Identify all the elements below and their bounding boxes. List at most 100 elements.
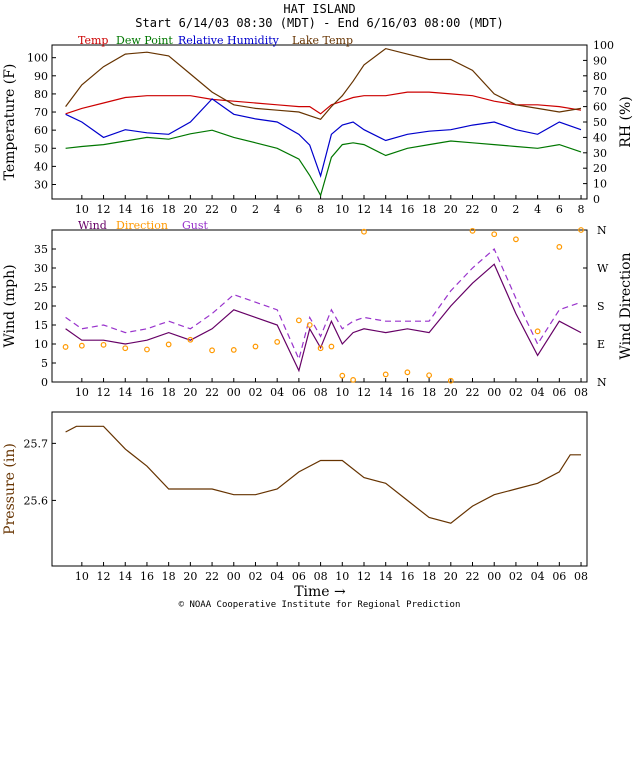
pressure-time-tick-label: 12 bbox=[97, 570, 111, 583]
temp-time-tick-label: 22 bbox=[205, 203, 219, 216]
wind-time-tick-label: 06 bbox=[552, 386, 566, 399]
temp-time-tick-label: 22 bbox=[466, 203, 480, 216]
temp-time-tick-label: 16 bbox=[400, 203, 414, 216]
temp-axis-label: 60 bbox=[34, 124, 48, 137]
direction-axis-label: W bbox=[597, 262, 609, 275]
direction-point bbox=[317, 345, 324, 352]
temp-time-tick-label: 14 bbox=[379, 203, 393, 216]
temp-axis-label: 40 bbox=[34, 160, 48, 173]
wind-axis-label: 35 bbox=[34, 243, 48, 256]
temp-time-tick-label: 16 bbox=[140, 203, 154, 216]
time-axis-title: Time → bbox=[294, 584, 346, 600]
direction-point bbox=[122, 345, 129, 352]
wind-time-tick-label: 04 bbox=[531, 386, 545, 399]
temp-axis-label: 50 bbox=[34, 142, 48, 155]
wind-time-tick-label: 10 bbox=[75, 386, 89, 399]
rh-axis-label: 70 bbox=[593, 85, 607, 98]
temp-time-tick-label: 0 bbox=[491, 203, 498, 216]
temp-time-tick-label: 2 bbox=[252, 203, 259, 216]
direction-point bbox=[187, 336, 194, 343]
legend-wind: Wind bbox=[78, 219, 107, 232]
pressure-time-tick-label: 08 bbox=[574, 570, 588, 583]
wind-axis-label: 10 bbox=[34, 338, 48, 351]
direction-point bbox=[578, 227, 584, 233]
temp-time-tick-label: 14 bbox=[118, 203, 132, 216]
rh-line bbox=[65, 98, 582, 178]
temp-time-tick-label: 4 bbox=[534, 203, 541, 216]
pressure-line bbox=[65, 425, 581, 524]
direction-point bbox=[404, 369, 411, 376]
temp-time-tick-label: 12 bbox=[357, 203, 371, 216]
lake-temp-line bbox=[65, 47, 582, 120]
direction-point bbox=[491, 231, 498, 238]
wind-time-tick-label: 08 bbox=[574, 386, 588, 399]
pressure-time-tick-label: 14 bbox=[379, 570, 393, 583]
rh-axis-title: RH (%) bbox=[618, 96, 634, 147]
temp-time-tick-label: 0 bbox=[230, 203, 237, 216]
direction-point bbox=[361, 228, 367, 235]
temp-axis-label: 70 bbox=[34, 106, 48, 119]
credit-footer: © NOAA Cooperative Institute for Regiona… bbox=[178, 600, 461, 610]
direction-point bbox=[556, 243, 563, 250]
legend-lake-temp: Lake Temp bbox=[292, 34, 353, 47]
pressure-time-tick-label: 04 bbox=[270, 570, 284, 583]
legend-dewpoint: Dew Point bbox=[116, 34, 173, 47]
direction-point bbox=[306, 322, 313, 328]
wind-time-tick-label: 20 bbox=[444, 386, 458, 399]
direction-point bbox=[209, 347, 215, 354]
temp-axis-label: 90 bbox=[34, 70, 48, 83]
direction-point bbox=[78, 342, 85, 349]
pressure-time-tick-label: 22 bbox=[466, 570, 480, 583]
rh-axis-label: 50 bbox=[593, 116, 607, 129]
wind-axis-label: 25 bbox=[34, 281, 48, 294]
direction-point bbox=[447, 377, 454, 384]
pressure-time-tick-label: 10 bbox=[335, 570, 349, 583]
rh-axis-label: 100 bbox=[593, 39, 614, 52]
direction-point bbox=[339, 372, 346, 379]
wind-time-tick-label: 18 bbox=[422, 386, 436, 399]
direction-point bbox=[350, 376, 357, 383]
direction-point bbox=[144, 346, 150, 353]
temp-time-tick-label: 6 bbox=[295, 203, 302, 216]
wind-time-tick-label: 16 bbox=[140, 386, 154, 399]
temp-time-tick-label: 18 bbox=[422, 203, 436, 216]
direction-point bbox=[295, 317, 302, 324]
direction-axis-label: N bbox=[597, 224, 607, 237]
direction-point bbox=[165, 341, 172, 348]
pressure-time-tick-label: 16 bbox=[140, 570, 154, 583]
temp-time-tick-label: 18 bbox=[162, 203, 176, 216]
rh-axis-label: 0 bbox=[593, 193, 600, 206]
wind-time-tick-label: 10 bbox=[335, 386, 349, 399]
pressure-time-tick-label: 02 bbox=[248, 570, 262, 583]
pressure-time-tick-label: 18 bbox=[162, 570, 176, 583]
wind-time-tick-label: 14 bbox=[379, 386, 393, 399]
temp-time-tick-label: 10 bbox=[335, 203, 349, 216]
wind-time-tick-label: 02 bbox=[248, 386, 262, 399]
wind-time-tick-label: 04 bbox=[270, 386, 284, 399]
pressure-time-tick-label: 16 bbox=[400, 570, 414, 583]
direction-axis-title: Wind Direction bbox=[618, 252, 634, 359]
temp-time-tick-label: 10 bbox=[75, 203, 89, 216]
pressure-time-tick-label: 12 bbox=[357, 570, 371, 583]
direction-point bbox=[426, 372, 433, 379]
temp-time-tick-label: 6 bbox=[556, 203, 563, 216]
wind-line bbox=[65, 263, 582, 373]
wind-time-tick-label: 00 bbox=[227, 386, 241, 399]
rh-axis-label: 90 bbox=[593, 54, 607, 67]
direction-point bbox=[100, 341, 107, 348]
temp-axis-label: 80 bbox=[34, 88, 48, 101]
temp-axis-label: 100 bbox=[27, 52, 48, 65]
direction-point bbox=[328, 343, 335, 350]
temp-time-tick-label: 12 bbox=[97, 203, 111, 216]
direction-point bbox=[513, 236, 519, 243]
dewpoint-line bbox=[65, 129, 582, 197]
wind-time-tick-label: 20 bbox=[183, 386, 197, 399]
temp-time-tick-label: 2 bbox=[512, 203, 519, 216]
temperature-axis-title: Temperature (F) bbox=[2, 64, 18, 181]
station-title: HAT ISLAND bbox=[283, 2, 356, 16]
pressure-time-tick-label: 02 bbox=[509, 570, 523, 583]
direction-point bbox=[534, 328, 541, 335]
wind-time-tick-label: 12 bbox=[357, 386, 371, 399]
pressure-time-tick-label: 06 bbox=[552, 570, 566, 583]
